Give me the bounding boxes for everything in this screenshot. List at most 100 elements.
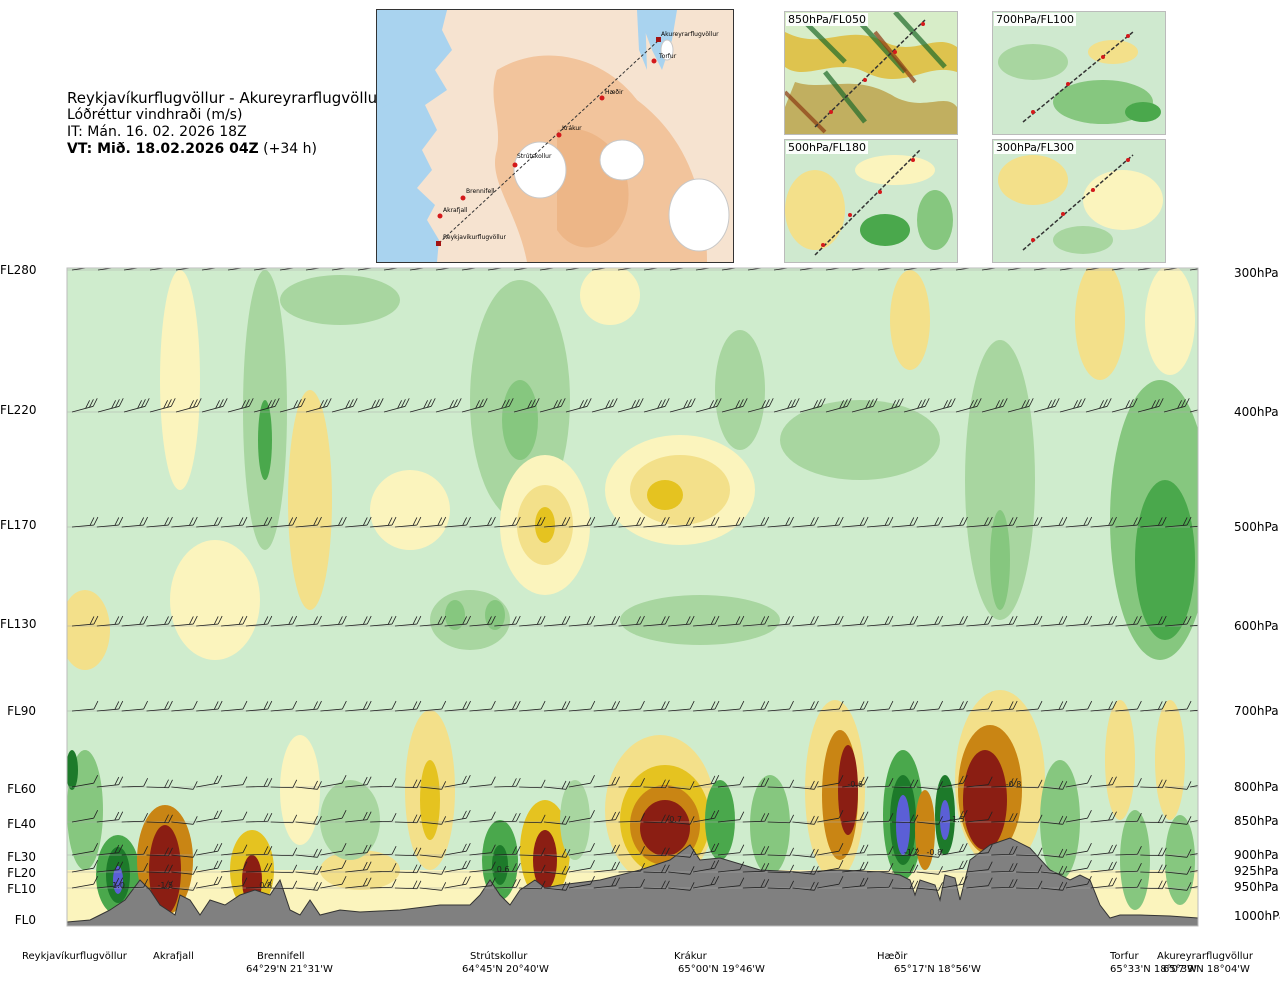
wind-barb — [767, 516, 794, 528]
wind-barb — [742, 879, 770, 889]
wind-barb — [1016, 615, 1043, 627]
route-overview-map[interactable]: Akureyrarflugvöllur Torfur Hæðir Krákur … — [376, 9, 734, 263]
wind-barb — [1115, 516, 1142, 528]
wind-barb — [419, 615, 447, 627]
wind-barb — [96, 516, 124, 528]
map-waypoint[interactable]: Krákur — [556, 125, 583, 138]
wind-barb — [747, 398, 774, 413]
wind-barb — [519, 880, 546, 890]
wind-barb — [320, 810, 347, 823]
contour-value-label: -0.6 — [847, 780, 863, 789]
wind-barb — [201, 398, 228, 413]
plot-frame — [66, 267, 1199, 927]
wind-barb — [544, 865, 571, 875]
level-map-850[interactable]: 850hPa/FL050 — [784, 11, 958, 135]
level-map-500[interactable]: 500hPa/FL180 — [784, 139, 958, 263]
wind-barb — [618, 778, 645, 788]
wind-barb — [842, 516, 869, 528]
map-waypoint[interactable]: Torfur — [651, 53, 677, 64]
wind-barb — [891, 880, 919, 890]
wind-barb — [966, 861, 993, 873]
contour-value-label: -1.5 — [157, 881, 173, 890]
contour-value-label: -0.7 — [666, 815, 682, 824]
wind-barb — [851, 398, 878, 413]
wind-barb — [1189, 624, 1198, 627]
wind-barb — [1016, 847, 1043, 857]
wind-barb — [270, 779, 298, 789]
fl-label-60: FL60 — [7, 782, 36, 796]
waypoint-label: Torfur — [1110, 951, 1139, 962]
wind-barb — [891, 814, 919, 824]
wind-barb — [196, 700, 223, 712]
wind-barb — [891, 847, 919, 857]
wind-barb — [71, 700, 99, 712]
wind-barb — [270, 847, 298, 857]
level-map-700[interactable]: 700hPa/FL100 — [992, 11, 1166, 135]
wind-barb — [469, 844, 496, 856]
wind-barb — [668, 615, 695, 627]
wind-barb — [643, 864, 670, 874]
wind-barb — [941, 615, 968, 627]
map-waypoint-label: Brennifell — [466, 188, 495, 195]
wind-barb — [643, 615, 670, 627]
map-waypoint[interactable]: Akureyrarflugvöllur — [656, 31, 719, 42]
wind-barb — [891, 700, 919, 712]
wind-barb — [71, 398, 98, 413]
valid-time-offset: (+34 h) — [263, 141, 317, 157]
wind-barb — [1140, 847, 1167, 857]
wind-barb — [792, 815, 819, 825]
wind-barb — [221, 516, 248, 528]
wind-barb — [1065, 700, 1093, 712]
wind-barb — [991, 778, 1018, 788]
level-map-label: 850hPa/FL050 — [786, 13, 869, 26]
wind-barb — [171, 882, 198, 891]
wind-barb — [773, 398, 800, 413]
wind-barb — [817, 843, 844, 856]
wind-barb — [121, 879, 149, 889]
cross-section-chart[interactable]: 1.0 -1.5 0.8 0.6 -0.7 -0.6 -1.2 -0.8 -1.5 -0.8 — [0, 262, 1280, 942]
map-waypoint[interactable]: Akrafjall — [437, 207, 468, 219]
wind-barb — [929, 398, 956, 413]
wind-barb — [494, 846, 521, 856]
wind-barb — [1040, 848, 1068, 858]
wind-barb — [146, 779, 173, 789]
contour-value-label: -0.8 — [927, 848, 943, 857]
wind-barb — [196, 615, 223, 627]
wind-barb — [394, 615, 422, 627]
wind-barb — [866, 516, 894, 528]
wind-barb — [494, 879, 521, 889]
wind-barb — [1115, 778, 1142, 788]
wind-barb — [345, 811, 372, 823]
wind-barb — [519, 516, 546, 528]
contour-value-label: -1.5 — [949, 815, 965, 824]
wind-barb — [444, 810, 471, 823]
wind-barb — [792, 865, 819, 875]
wind-barb — [618, 615, 645, 627]
map-waypoint[interactable]: Brennifell — [460, 188, 495, 201]
wind-barb — [419, 849, 447, 858]
wind-barb — [842, 877, 869, 889]
wind-barb — [1140, 615, 1167, 627]
wind-barb — [146, 880, 173, 890]
level-map-300[interactable]: 300hPa/FL300 — [992, 139, 1166, 263]
wind-barb — [568, 516, 596, 528]
wind-barb — [171, 816, 198, 825]
pressure-label-400: 400hPa — [1234, 405, 1279, 419]
map-waypoint[interactable]: Hæðir — [599, 89, 624, 101]
wind-barb — [544, 815, 571, 825]
map-waypoint[interactable]: Reykjavíkurflugvöllur — [436, 234, 506, 246]
contour-field: 1.0 -1.5 0.8 0.6 -0.7 -0.6 -1.2 -0.8 -1.5 -0.8 — [67, 268, 1198, 926]
wind-barb — [1065, 615, 1093, 627]
wind-barb — [121, 778, 149, 788]
wind-barb — [593, 776, 620, 788]
wind-barb — [941, 876, 968, 889]
wind-barb — [817, 860, 844, 873]
wind-barb — [916, 866, 943, 875]
map-waypoint[interactable]: Strútskollur — [512, 153, 552, 168]
wind-barb — [1065, 516, 1093, 528]
wind-barb — [693, 700, 720, 712]
wind-barb — [146, 864, 173, 874]
waypoint-label: Strútskollur — [470, 951, 528, 962]
wind-barb — [842, 615, 869, 627]
wind-barb — [121, 700, 148, 712]
